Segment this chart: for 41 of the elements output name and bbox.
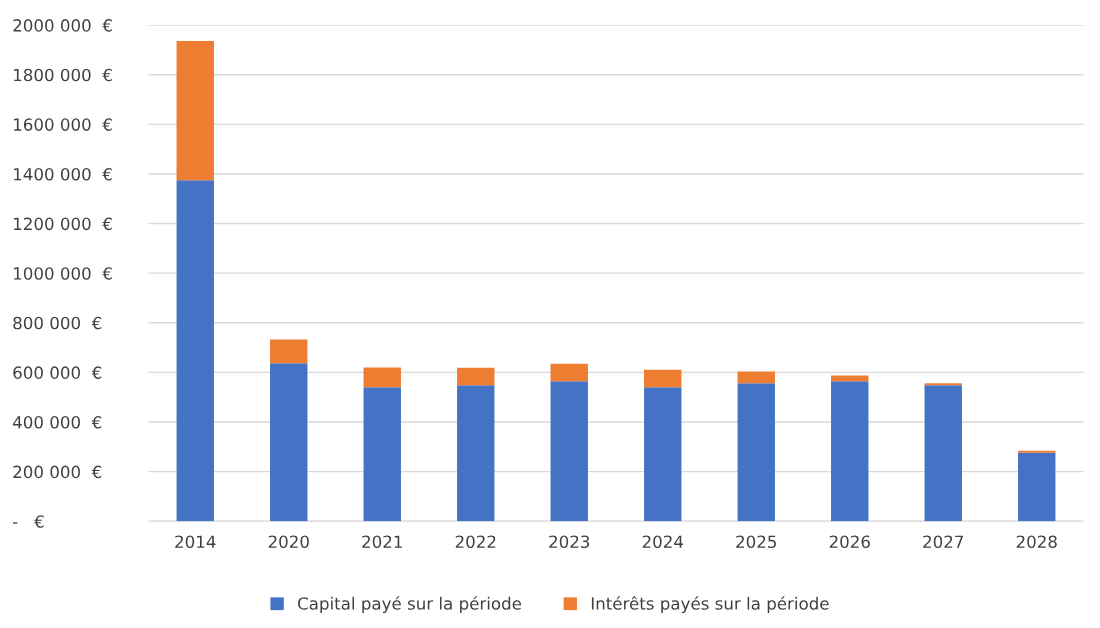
y-tick-label: - € <box>13 515 44 528</box>
y-tick-label: 1000 000 € <box>14 267 112 280</box>
y-tick-label: 1400 000 € <box>14 167 112 181</box>
x-tick-label: 2014 <box>175 535 216 549</box>
x-tick-label: 2028 <box>1016 535 1057 549</box>
bar <box>644 387 682 522</box>
bar <box>176 180 214 522</box>
x-tick-label: 2026 <box>829 535 870 549</box>
x-tick-label: 2023 <box>549 535 590 549</box>
bar <box>457 385 495 522</box>
x-tick-label: 2024 <box>642 535 684 549</box>
y-tick-label: 1600 000 € <box>14 118 112 131</box>
y-tick-label: 200 000 € <box>13 465 102 479</box>
bar <box>363 387 401 522</box>
bar <box>457 367 495 386</box>
y-tick-label: 400 000 € <box>13 415 102 429</box>
x-tick-label: 2025 <box>736 535 776 549</box>
bar <box>270 339 308 364</box>
bar <box>737 383 775 522</box>
y-tick-label: 2000 000 € <box>13 19 112 32</box>
bar <box>831 381 869 522</box>
y-tick-label: 800 000 € <box>13 316 102 330</box>
bar <box>270 363 308 522</box>
x-tick-label: 2021 <box>362 535 402 549</box>
y-tick-label: 1200 000 € <box>14 217 112 231</box>
x-tick-label: 2020 <box>268 535 309 549</box>
x-tick-label: 2022 <box>455 535 496 549</box>
bar <box>737 371 775 384</box>
legend-label: Intérêts payés sur la période <box>591 596 829 613</box>
bar <box>363 367 401 388</box>
bar <box>1018 452 1056 522</box>
bar <box>831 375 869 382</box>
bar <box>644 369 682 388</box>
y-tick-label: 600 000 € <box>13 366 102 379</box>
bar <box>550 363 588 382</box>
bar <box>176 41 214 181</box>
legend-label: Capital payé sur la période <box>298 596 522 613</box>
bar <box>550 381 588 522</box>
x-tick-label: 2027 <box>923 535 964 549</box>
bar <box>924 385 962 522</box>
y-tick-label: 1800 000 € <box>14 68 112 82</box>
